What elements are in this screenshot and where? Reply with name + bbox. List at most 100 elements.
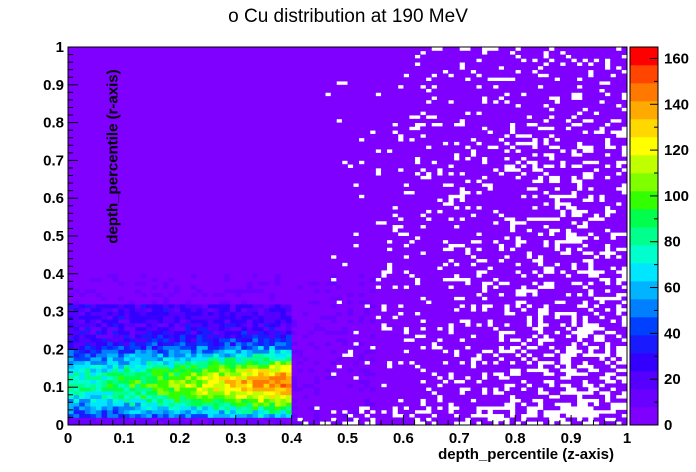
- heatmap-cell: [280, 187, 286, 191]
- heatmap-cell: [191, 217, 197, 221]
- heatmap-cell: [325, 62, 331, 66]
- heatmap-cell: [314, 353, 320, 357]
- heatmap-cell: [202, 342, 208, 346]
- heatmap-cell: [202, 244, 208, 248]
- heatmap-cell: [90, 349, 96, 353]
- heatmap-cell: [303, 92, 309, 96]
- heatmap-cell: [292, 206, 298, 210]
- heatmap-cell: [342, 183, 348, 187]
- heatmap-cell: [258, 255, 264, 259]
- heatmap-cell: [141, 77, 147, 81]
- heatmap-cell: [191, 270, 197, 274]
- heatmap-cell: [286, 77, 292, 81]
- heatmap-cell: [141, 142, 147, 146]
- heatmap-cell: [308, 123, 314, 127]
- heatmap-cell: [213, 194, 219, 198]
- heatmap-cell: [96, 89, 102, 93]
- heatmap-cell: [325, 96, 331, 100]
- heatmap-cell: [308, 270, 314, 274]
- heatmap-cell: [292, 92, 298, 96]
- heatmap-cell: [275, 111, 281, 115]
- heatmap-cell: [135, 179, 141, 183]
- heatmap-cell: [185, 323, 191, 327]
- heatmap-cell: [185, 380, 191, 384]
- heatmap-cell: [258, 225, 264, 229]
- heatmap-cell: [236, 187, 242, 191]
- heatmap-cell: [146, 115, 152, 119]
- heatmap-cell: [264, 89, 270, 93]
- heatmap-cell: [213, 157, 219, 161]
- heatmap-cell: [258, 331, 264, 335]
- heatmap-cell: [141, 399, 147, 403]
- heatmap-cell: [79, 232, 85, 236]
- heatmap-cell: [314, 73, 320, 77]
- heatmap-cell: [208, 251, 214, 255]
- heatmap-cell: [141, 395, 147, 399]
- heatmap-cell: [124, 104, 130, 108]
- heatmap-cell: [219, 47, 225, 51]
- heatmap-cell: [113, 296, 119, 300]
- heatmap-cell: [292, 334, 298, 338]
- heatmap-cell: [325, 289, 331, 293]
- heatmap-cell: [129, 176, 135, 180]
- heatmap-cell: [96, 312, 102, 316]
- heatmap-cell: [225, 47, 231, 51]
- heatmap-cell: [252, 119, 258, 123]
- heatmap-cell: [174, 172, 180, 176]
- heatmap-cell: [292, 368, 298, 372]
- heatmap-cell: [213, 308, 219, 312]
- heatmap-cell: [163, 406, 169, 410]
- heatmap-cell: [79, 100, 85, 104]
- heatmap-cell: [264, 55, 270, 59]
- heatmap-cell: [252, 213, 258, 217]
- heatmap-cell: [236, 221, 242, 225]
- heatmap-cell: [213, 176, 219, 180]
- heatmap-cell: [342, 66, 348, 70]
- heatmap-cell: [102, 293, 108, 297]
- heatmap-cell: [129, 217, 135, 221]
- heatmap-cell: [107, 346, 113, 350]
- heatmap-cell: [79, 191, 85, 195]
- heatmap-cell: [303, 47, 309, 51]
- heatmap-cell: [292, 376, 298, 380]
- heatmap-cell: [129, 255, 135, 259]
- heatmap-cell: [230, 361, 236, 365]
- heatmap-cell: [275, 395, 281, 399]
- heatmap-cell: [197, 100, 203, 104]
- heatmap-cell: [247, 247, 253, 251]
- heatmap-cell: [258, 176, 264, 180]
- heatmap-cell: [208, 293, 214, 297]
- heatmap-cell: [225, 172, 231, 176]
- heatmap-cell: [96, 395, 102, 399]
- heatmap-cell: [185, 289, 191, 293]
- heatmap-cell: [146, 417, 152, 421]
- heatmap-cell: [113, 399, 119, 403]
- heatmap-cell: [185, 244, 191, 248]
- heatmap-cell: [252, 327, 258, 331]
- heatmap-cell: [157, 123, 163, 127]
- heatmap-cell: [325, 262, 331, 266]
- heatmap-cell: [124, 236, 130, 240]
- heatmap-cell: [308, 81, 314, 85]
- heatmap-cell: [230, 157, 236, 161]
- heatmap-cell: [225, 70, 231, 74]
- heatmap-cell: [336, 323, 342, 327]
- heatmap-cell: [230, 323, 236, 327]
- heatmap-cell: [280, 383, 286, 387]
- heatmap-cell: [79, 376, 85, 380]
- heatmap-cell: [308, 281, 314, 285]
- heatmap-cell: [331, 281, 337, 285]
- heatmap-cell: [191, 274, 197, 278]
- heatmap-cell: [247, 308, 253, 312]
- heatmap-cell: [124, 77, 130, 81]
- heatmap-cell: [225, 194, 231, 198]
- heatmap-cell: [269, 70, 275, 74]
- heatmap-cell: [325, 55, 331, 59]
- heatmap-cell: [163, 51, 169, 55]
- heatmap-cell: [286, 338, 292, 342]
- heatmap-cell: [102, 372, 108, 376]
- heatmap-cell: [286, 391, 292, 395]
- heatmap-cell: [141, 266, 147, 270]
- heatmap-cell: [286, 380, 292, 384]
- heatmap-cell: [264, 300, 270, 304]
